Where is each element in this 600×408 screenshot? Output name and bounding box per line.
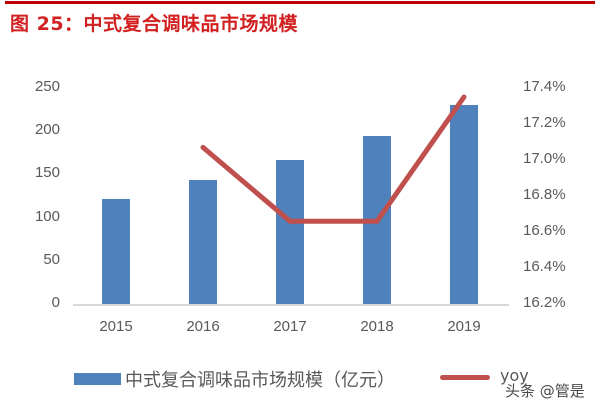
top-rule bbox=[5, 1, 595, 4]
x-axis-line bbox=[73, 304, 509, 306]
legend-bar-label: 中式复合调味品市场规模（亿元） bbox=[125, 370, 395, 391]
legend-line-swatch bbox=[440, 375, 490, 380]
legend-line-label: yoy bbox=[500, 366, 529, 385]
bar-2019 bbox=[450, 105, 478, 304]
legend-bar-swatch bbox=[74, 373, 121, 385]
watermark: 头条 @管是 bbox=[505, 382, 585, 400]
x-tick: 2019 bbox=[447, 318, 481, 335]
left-y-tick: 250 bbox=[34, 78, 60, 95]
right-y-tick: 16.2% bbox=[523, 294, 566, 311]
bar-2015 bbox=[102, 198, 130, 304]
left-y-tick: 0 bbox=[51, 294, 60, 311]
right-y-tick: 17.2% bbox=[523, 114, 566, 131]
right-y-tick: 16.6% bbox=[523, 222, 566, 239]
bar-2016 bbox=[189, 180, 217, 304]
right-y-tick: 16.8% bbox=[523, 186, 566, 203]
bar-2017 bbox=[276, 159, 304, 304]
x-tick: 2016 bbox=[186, 318, 220, 335]
left-y-tick: 100 bbox=[34, 207, 60, 225]
left-y-tick: 200 bbox=[34, 121, 60, 139]
x-tick: 2018 bbox=[360, 318, 394, 335]
figure-title: 图 25：中式复合调味品市场规模 bbox=[10, 13, 299, 35]
left-y-tick: 150 bbox=[34, 164, 60, 182]
left-y-tick: 50 bbox=[43, 250, 60, 268]
x-tick: 2015 bbox=[99, 318, 133, 335]
right-y-tick: 16.4% bbox=[523, 258, 566, 275]
right-y-tick: 17.4% bbox=[523, 78, 566, 95]
right-y-tick: 17.0% bbox=[523, 150, 566, 167]
x-tick: 2017 bbox=[273, 318, 307, 335]
